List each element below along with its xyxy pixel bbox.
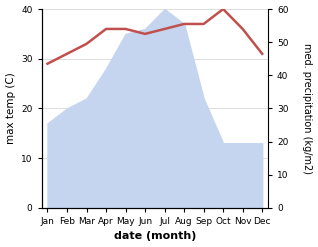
Y-axis label: max temp (C): max temp (C)	[5, 73, 16, 144]
X-axis label: date (month): date (month)	[114, 231, 196, 242]
Y-axis label: med. precipitation (kg/m2): med. precipitation (kg/m2)	[302, 43, 313, 174]
